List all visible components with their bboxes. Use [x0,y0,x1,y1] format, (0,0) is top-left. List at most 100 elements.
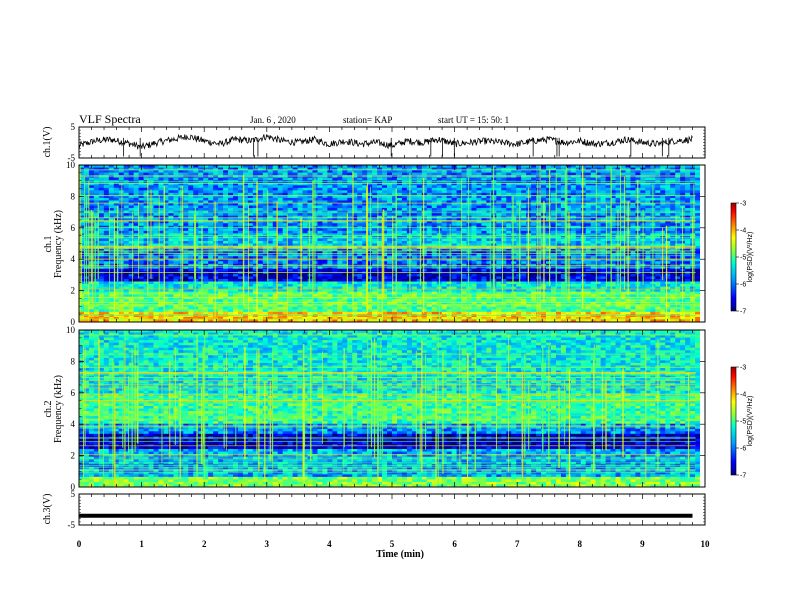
ch1-spectrogram-cell [247,301,254,305]
ch1-spectrogram-cell [387,253,393,257]
ch1-spectrogram-cell [292,306,299,310]
ch1-spectrogram-cell [431,213,438,217]
ch1-spectrogram-cell [352,202,358,207]
ch1-spectrogram-cell [143,296,150,300]
ch1-spectrogram-cell [436,215,443,219]
ch1-spectrogram-cell [396,243,403,247]
ch1-spectrogram-cell [203,223,209,227]
ch1-voltage-panel: 5-5 ch.1(V) [42,122,706,163]
ch1-spectrogram-cell [317,197,323,201]
ch1-spectrogram-cell [143,261,150,265]
ch1-spectrogram-cell [223,278,229,282]
ch1-spectrogram-cell [118,316,125,320]
ch1-spectrogram-cell [247,177,254,181]
ch1-spectrogram-cell [307,284,314,288]
ch1-spectrogram-cell [322,296,328,300]
ch1-spectrogram-cell [372,301,378,305]
ch1-spectrogram-cell [173,233,179,237]
ch1-spectrogram-cell [322,319,328,322]
ch1-spectrogram-cell [446,190,453,194]
ch1-spectrogram-cell [113,192,120,196]
ch1-spectrogram-cell [252,289,259,293]
ch1-spectrogram-cell [158,220,164,224]
ch1-spectrogram-cell [83,309,90,313]
ch1-spectrogram-cell [362,306,368,310]
ch1-spectrogram-cell [113,213,120,217]
ch1-spectrogram-cell [218,228,224,232]
ch1-spectrogram-cell [218,200,224,204]
ch1-spectrogram-cell [332,261,338,265]
ch1-spectrogram-cell [168,248,174,252]
ch1-spectrogram-cell [223,261,229,265]
ch1-spectrogram-cell [292,304,299,308]
ch1-spectrogram-cell [416,253,423,257]
ch1-spectrogram-cell [203,316,209,320]
ch1-spectrogram-cell [208,197,214,201]
ch1-spectrogram-cell [367,200,373,204]
ch1-spectrogram-cell [223,233,229,237]
ch1-spectrogram-cell [372,273,378,277]
ch1-spectrogram-cell [382,170,388,174]
ch1-spectrogram-cell [401,233,408,237]
ch1-spectrogram-cell [357,240,363,244]
ch1-spectrogram-cell [327,311,333,315]
ch1-spectrogram-cell [307,165,314,169]
ch1-spectrogram-cell [183,286,189,290]
ch1-spectrogram-cell [347,243,353,247]
ch1-spectrogram-cell [218,301,224,305]
ch1-spectrogram-cell [203,248,209,252]
ch1-spectrogram-cell [332,182,338,186]
ch1-spectrogram-cell [267,238,274,242]
ch1-spectrogram-cell [237,213,244,217]
ch1-spectrogram-cell [113,172,120,176]
ch1-spectrogram-cell [252,218,259,222]
ch1-spectrogram-cell [322,294,328,298]
ch1-spectrogram-cell [436,208,443,212]
ch1-spectrogram-cell [228,243,234,247]
ch1-spectrogram-cell [123,306,130,310]
ch1-spectrogram-cell [198,240,204,244]
ch1-spectrogram-cell [158,197,164,201]
ch1-spectrogram-cell [421,208,428,212]
ch1-spectrogram-cell [267,218,274,222]
ch1-spectrogram-cell [446,182,453,186]
ch1-spectrogram-cell [242,281,249,285]
ch1-spectrogram-cell [377,202,383,207]
ch1-spectrogram-cell [247,256,254,260]
ch1-spectrogram-cell [441,220,448,224]
ch1-spectrogram-cell [223,316,229,320]
ch1-spectrogram-cell [277,314,284,318]
ch1-spectrogram-cell [277,205,284,209]
ch1-spectrogram-cell [242,256,249,260]
ch1-spectrogram-cell [446,256,453,260]
ch1-spectrogram-cell [262,314,269,318]
ch1-spectrogram-cell [272,278,279,282]
ch1-spectrogram-cell [342,195,348,199]
ch1-spectrogram-cell [312,299,318,303]
ch1-spectrogram-cell [297,205,304,209]
ch1-spectrogram-cell [208,258,214,262]
ch1-spectrogram-cell [173,256,179,260]
ch1-spectrogram-cell [277,197,284,201]
ch1-spectrogram-cell [133,195,140,199]
ch1-spectrogram-cell [352,230,358,234]
ch1-spectrogram-cell [382,281,388,285]
ch1-spectrogram-cell [441,165,448,169]
ch1-spectrogram-cell [416,197,423,201]
ch1-spectrogram-cell [357,175,363,179]
ch1-spectrogram-cell [327,228,333,232]
ch1-spectrogram-cell [337,228,343,232]
ch1-spectrogram-cell [153,306,159,310]
ch1-spectrogram-cell [421,243,428,247]
ch1-spectrogram-cell [128,215,135,219]
ch1-spectrogram-cell [128,296,135,300]
ch1-spectrogram-cell [357,276,363,280]
ch1-spectrogram-cell [411,278,418,282]
ch1-spectrogram-cell [446,296,453,300]
ch1-spectrogram-cell [372,200,378,204]
ch1-spectrogram-cell [377,243,383,247]
ch1-spectrogram-cell [421,309,428,313]
ch1-spectrogram-cell [228,210,234,214]
ch1-spectrogram-cell [262,177,269,181]
